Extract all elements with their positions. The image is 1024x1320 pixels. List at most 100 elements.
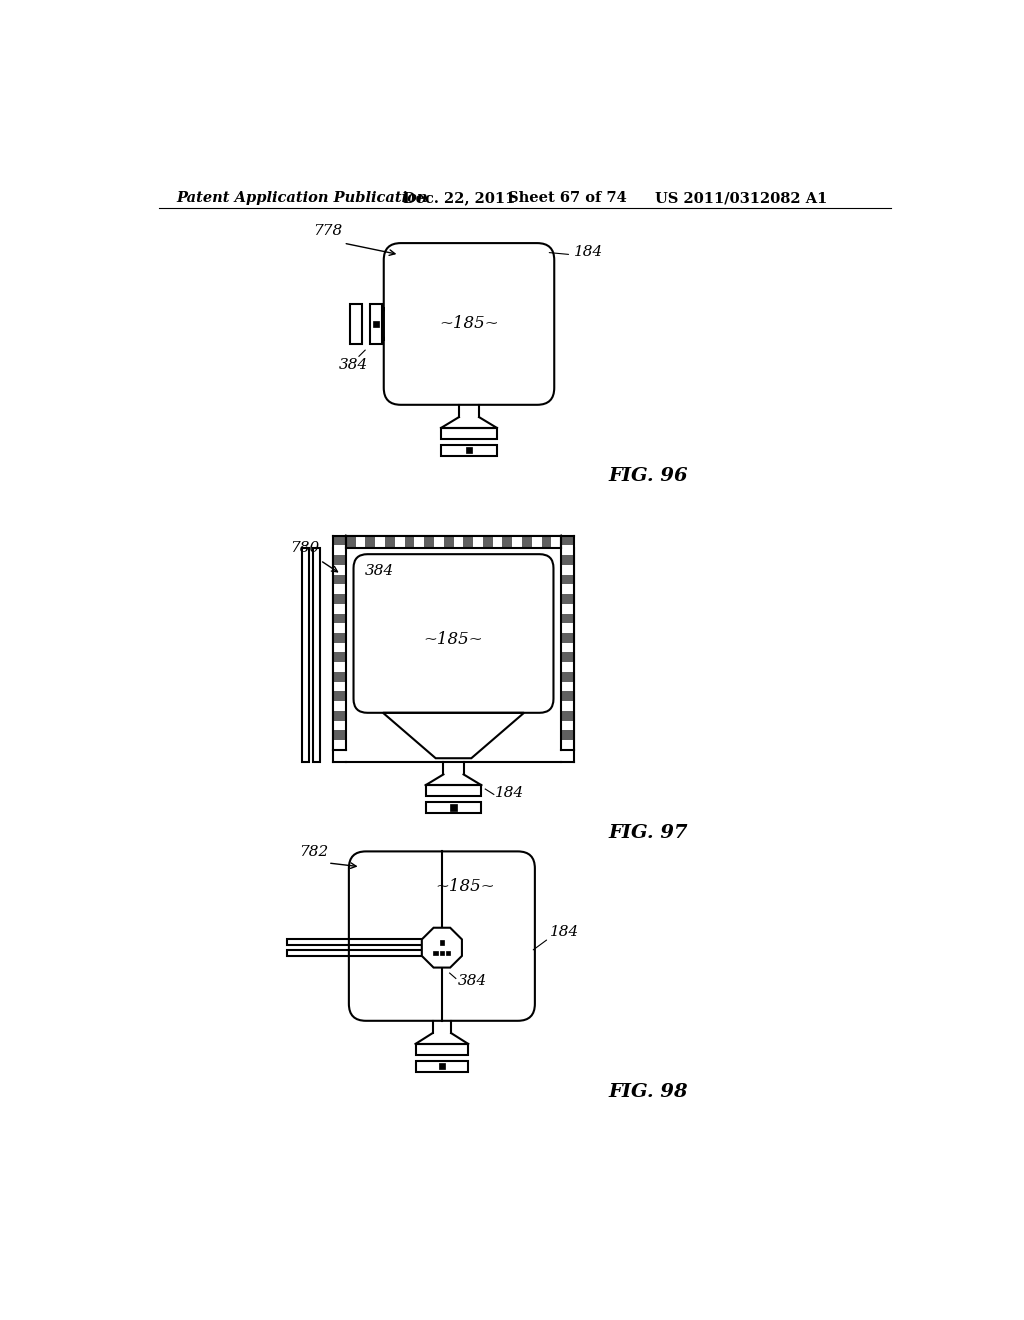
Bar	[334, 672, 346, 681]
Bar	[445, 950, 451, 956]
Text: Sheet 67 of 74: Sheet 67 of 74	[508, 191, 627, 206]
Bar	[302, 548, 309, 762]
Polygon shape	[422, 928, 462, 968]
Bar	[349, 304, 362, 345]
Bar	[454, 536, 463, 548]
Bar	[561, 545, 573, 556]
Bar	[438, 1063, 445, 1069]
Text: ~185~: ~185~	[439, 315, 499, 333]
Bar	[334, 634, 346, 643]
Bar	[416, 1061, 468, 1072]
Text: FIG. 96: FIG. 96	[608, 467, 688, 486]
Bar	[561, 623, 573, 634]
Bar	[334, 556, 346, 565]
Bar	[334, 536, 346, 545]
Bar	[426, 803, 481, 813]
Bar	[561, 556, 573, 565]
Bar	[493, 536, 503, 548]
Bar	[561, 643, 573, 652]
Bar	[385, 536, 394, 548]
Bar	[370, 304, 382, 345]
Bar	[439, 950, 444, 956]
Bar	[463, 536, 473, 548]
Text: 778: 778	[313, 223, 343, 238]
Bar	[451, 804, 457, 810]
Bar	[531, 536, 542, 548]
Bar	[334, 614, 346, 623]
Bar	[561, 614, 573, 623]
Text: 384: 384	[339, 358, 369, 372]
Bar	[426, 785, 481, 796]
Text: ~185~: ~185~	[435, 878, 495, 895]
Bar	[334, 574, 346, 585]
Bar	[561, 536, 573, 545]
Bar	[473, 536, 483, 548]
Bar	[334, 623, 346, 634]
Bar	[334, 730, 346, 741]
Bar	[522, 536, 531, 548]
Bar	[334, 594, 346, 603]
Bar	[394, 536, 404, 548]
Bar	[346, 536, 355, 548]
Bar	[512, 536, 522, 548]
Bar	[416, 1044, 468, 1055]
Bar	[334, 701, 346, 711]
Bar	[552, 536, 561, 548]
Bar	[404, 536, 415, 548]
Bar	[503, 536, 512, 548]
Bar	[561, 663, 573, 672]
Text: Dec. 22, 2011: Dec. 22, 2011	[403, 191, 515, 206]
Bar	[334, 603, 346, 614]
Bar	[415, 536, 424, 548]
Bar	[561, 730, 573, 741]
Text: 384: 384	[366, 564, 394, 578]
Bar	[561, 721, 573, 730]
Bar	[443, 536, 454, 548]
Bar	[441, 428, 497, 438]
Bar	[439, 940, 444, 945]
Bar	[561, 711, 573, 721]
Bar	[434, 536, 443, 548]
Text: Patent Application Publication: Patent Application Publication	[176, 191, 428, 206]
FancyBboxPatch shape	[353, 554, 554, 713]
Bar	[561, 681, 573, 692]
Text: FIG. 98: FIG. 98	[608, 1084, 688, 1101]
Bar	[373, 321, 379, 327]
Bar	[561, 603, 573, 614]
Bar	[334, 711, 346, 721]
Text: 184: 184	[573, 246, 603, 259]
Bar	[287, 950, 450, 956]
Text: 384: 384	[458, 974, 486, 987]
Bar	[561, 701, 573, 711]
Bar	[375, 536, 385, 548]
Bar	[334, 643, 346, 652]
Bar	[334, 721, 346, 730]
Bar	[334, 652, 346, 663]
Bar	[334, 663, 346, 672]
Text: FIG. 97: FIG. 97	[608, 825, 688, 842]
Bar	[334, 565, 346, 574]
Bar	[287, 940, 450, 945]
Bar	[334, 681, 346, 692]
Bar	[313, 548, 321, 762]
Bar	[355, 536, 366, 548]
Bar	[561, 652, 573, 663]
Bar	[561, 594, 573, 603]
Bar	[334, 692, 346, 701]
Bar	[433, 950, 438, 956]
Text: 782: 782	[299, 845, 329, 859]
Text: 184: 184	[550, 925, 580, 940]
Bar	[561, 565, 573, 574]
Bar	[441, 445, 497, 455]
Text: 780: 780	[290, 541, 319, 554]
Bar	[561, 672, 573, 681]
Bar	[366, 536, 375, 548]
Bar	[561, 585, 573, 594]
Bar	[561, 692, 573, 701]
Bar	[334, 585, 346, 594]
Bar	[561, 634, 573, 643]
Bar	[561, 574, 573, 585]
Bar	[466, 447, 472, 453]
Bar	[334, 741, 346, 750]
Text: US 2011/0312082 A1: US 2011/0312082 A1	[655, 191, 827, 206]
